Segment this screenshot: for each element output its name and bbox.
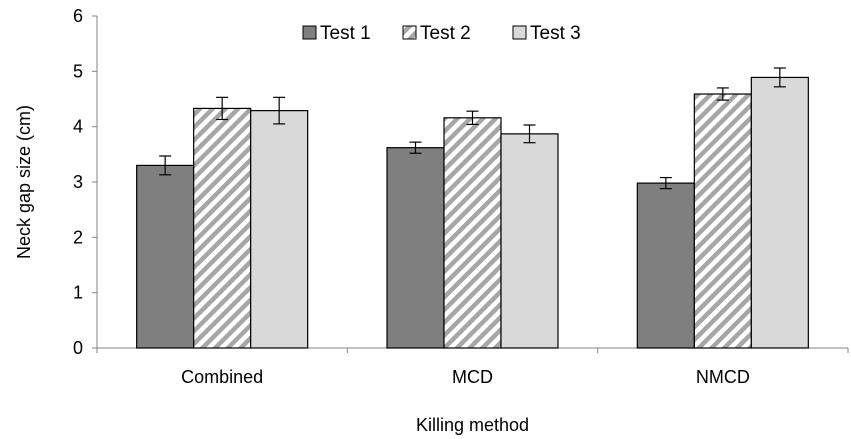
legend-label: Test 2 [420,23,471,44]
y-tick-label: 0 [73,338,83,358]
y-axis-title: Neck gap size (cm) [14,105,34,259]
y-tick-label: 1 [73,283,83,303]
legend-item: Test 2 [402,23,471,44]
bar [500,133,559,349]
bar [250,110,309,349]
bar [136,164,195,349]
legend-item: Test 1 [302,23,371,44]
x-tick-label: Combined [181,367,263,387]
legend-item: Test 3 [512,23,581,44]
bar [636,182,695,349]
x-tick-label: MCD [452,367,493,387]
bar [750,76,809,349]
tick-labels: 0 1 2 3 4 5 6 Combined MCD NMCD [73,6,750,387]
legend-swatch [512,25,527,40]
x-axis-title: Killing method [416,415,529,435]
y-tick-label: 6 [73,6,83,26]
y-tick-label: 4 [73,117,83,137]
bar [443,117,502,349]
error-bars [159,67,786,190]
legend: Test 1 Test 2 Test 3 [302,23,581,44]
bar [386,147,445,349]
legend-swatch [402,25,417,40]
legend-label: Test 1 [320,23,371,44]
y-tick-label: 3 [73,172,83,192]
y-tick-label: 2 [73,227,83,247]
legend-label: Test 3 [530,23,581,44]
bar [693,93,752,349]
bar [193,107,252,349]
y-tick-label: 5 [73,61,83,81]
legend-swatch [302,25,317,40]
x-tick-label: NMCD [696,367,750,387]
bars [136,76,809,349]
